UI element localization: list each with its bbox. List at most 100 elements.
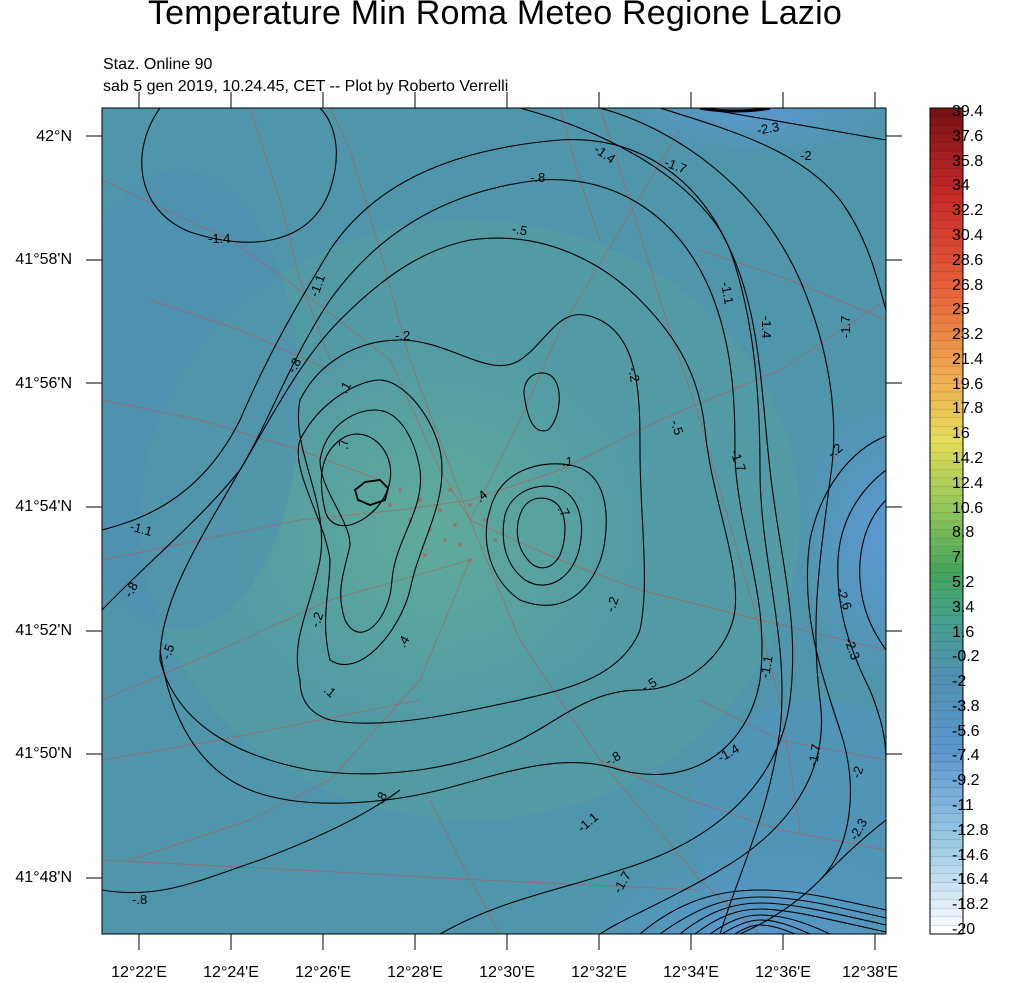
- colorbar-segment: [930, 744, 963, 754]
- lon-label-12-26e: 12°26'E: [295, 964, 351, 981]
- colorbar-segment: [930, 727, 963, 737]
- contour-label: -1.1: [306, 273, 328, 299]
- axis-ticks: [86, 92, 902, 950]
- contour-label: -.8: [121, 579, 142, 600]
- colorbar-segment: [930, 366, 963, 376]
- colorbar-segment: [930, 133, 963, 144]
- colorbar-segment: [930, 340, 963, 350]
- contour-label: -.2: [602, 595, 621, 614]
- colorbar-label: -0.2: [952, 648, 980, 666]
- colorbar-segment: [930, 331, 963, 341]
- colorbar-label: -20: [952, 921, 976, 938]
- colorbar-label: -9.2: [952, 772, 980, 790]
- colorbar-segment: [930, 787, 963, 797]
- colorbar-label: 5.2: [952, 573, 975, 591]
- colorbar-segment: [930, 555, 963, 565]
- colorbar-label: -7.4: [952, 747, 980, 765]
- contour-label: -.8: [530, 170, 545, 185]
- colorbar-segment: [930, 538, 963, 548]
- colorbar-segment: [930, 469, 963, 479]
- colorbar-label: 39.4: [952, 103, 984, 120]
- contour-label: -2: [848, 764, 866, 780]
- colorbar-segment: [930, 151, 963, 161]
- contour-label: -1.7: [663, 155, 689, 177]
- colorbar-segment: [930, 693, 963, 703]
- timestamp-credit: sab 5 gen 2019, 10.24.45, CET -- Plot by…: [103, 78, 509, 95]
- colorbar-segment: [930, 159, 963, 169]
- colorbar-label: 17.8: [952, 400, 984, 418]
- colorbar-label: 14.2: [952, 450, 984, 468]
- colorbar-label: 19.6: [952, 375, 984, 393]
- lat-label-41-54n: 41°54'N: [15, 498, 72, 515]
- colorbar-label: 32.2: [952, 202, 984, 220]
- colorbar-segment: [930, 830, 963, 840]
- colorbar-segment: [930, 262, 963, 273]
- contour-label: -.2: [307, 610, 326, 629]
- temperature-field: [102, 108, 886, 934]
- lon-label-12-36e: 12°36'E: [755, 964, 811, 981]
- colorbar: [929, 107, 964, 935]
- contour-label: -.2: [824, 440, 845, 461]
- colorbar-segment: [930, 305, 963, 316]
- colorbar-segment: [930, 486, 963, 496]
- colorbar-segment: [930, 271, 963, 281]
- colorbar-segment: [930, 288, 963, 298]
- colorbar-segment: [930, 228, 963, 238]
- colorbar-segment: [930, 108, 963, 118]
- colorbar-segment: [930, 753, 963, 763]
- colorbar-segment: [930, 865, 963, 875]
- colorbar-label: -5.6: [952, 722, 980, 740]
- contour-label: .7: [336, 439, 351, 450]
- colorbar-segment: [930, 254, 963, 264]
- colorbar-segment: [930, 391, 963, 402]
- colorbar-label: 34: [952, 177, 970, 195]
- lon-label-12-34e: 12°34'E: [663, 964, 719, 981]
- colorbar-segment: [930, 211, 963, 221]
- colorbar-label: 10.6: [952, 499, 984, 517]
- colorbar-segment: [930, 710, 963, 720]
- colorbar-label: -16.4: [952, 871, 989, 889]
- colorbar-label: 26.8: [952, 276, 984, 294]
- colorbar-segment: [930, 443, 963, 453]
- contour-label: -.5: [667, 418, 686, 437]
- colorbar-segment: [930, 495, 963, 505]
- colorbar-segment: [930, 925, 963, 935]
- colorbar-segment: [930, 624, 963, 634]
- colorbar-segment: [930, 598, 963, 608]
- contour-label: -.5: [158, 642, 177, 661]
- contour-label: -1.1: [718, 281, 737, 306]
- colorbar-segment: [930, 314, 963, 324]
- colorbar-segment: [930, 383, 963, 393]
- colorbar-segment: [930, 650, 963, 660]
- colorbar-label: 12.4: [952, 474, 984, 492]
- colorbar-segment: [930, 176, 963, 187]
- lon-label-12-32e: 12°32'E: [571, 964, 627, 981]
- contour-label: -.8: [370, 789, 391, 810]
- colorbar-segment: [930, 512, 963, 522]
- colorbar-segment: [930, 813, 963, 823]
- lon-label-12-38e: 12°38'E: [842, 964, 898, 981]
- colorbar-segment: [930, 607, 963, 617]
- colorbar-segment: [930, 856, 963, 866]
- colorbar-segment: [930, 323, 963, 333]
- colorbar-segment: [930, 675, 963, 686]
- colorbar-segment: [930, 219, 963, 230]
- colorbar-label: 16: [952, 425, 970, 443]
- colorbar-segment: [930, 297, 963, 307]
- colorbar-segment: [930, 194, 963, 204]
- colorbar-segment: [930, 736, 963, 746]
- lon-label-12-22e: 12°22'E: [111, 964, 167, 981]
- lat-label-41-58n: 41°58'N: [15, 251, 72, 268]
- contour-label: -2: [800, 148, 812, 163]
- colorbar-segment: [930, 641, 963, 651]
- colorbar-segment: [930, 374, 963, 384]
- colorbar-segment: [930, 417, 963, 427]
- contour-label: -.8: [284, 355, 305, 376]
- colorbar-segment: [930, 348, 963, 359]
- colorbar-segment: [930, 822, 963, 832]
- colorbar-segment: [930, 779, 963, 789]
- colorbar-segment: [930, 460, 963, 470]
- colorbar-label: 23.2: [952, 326, 984, 344]
- colorbar-segment: [930, 770, 963, 780]
